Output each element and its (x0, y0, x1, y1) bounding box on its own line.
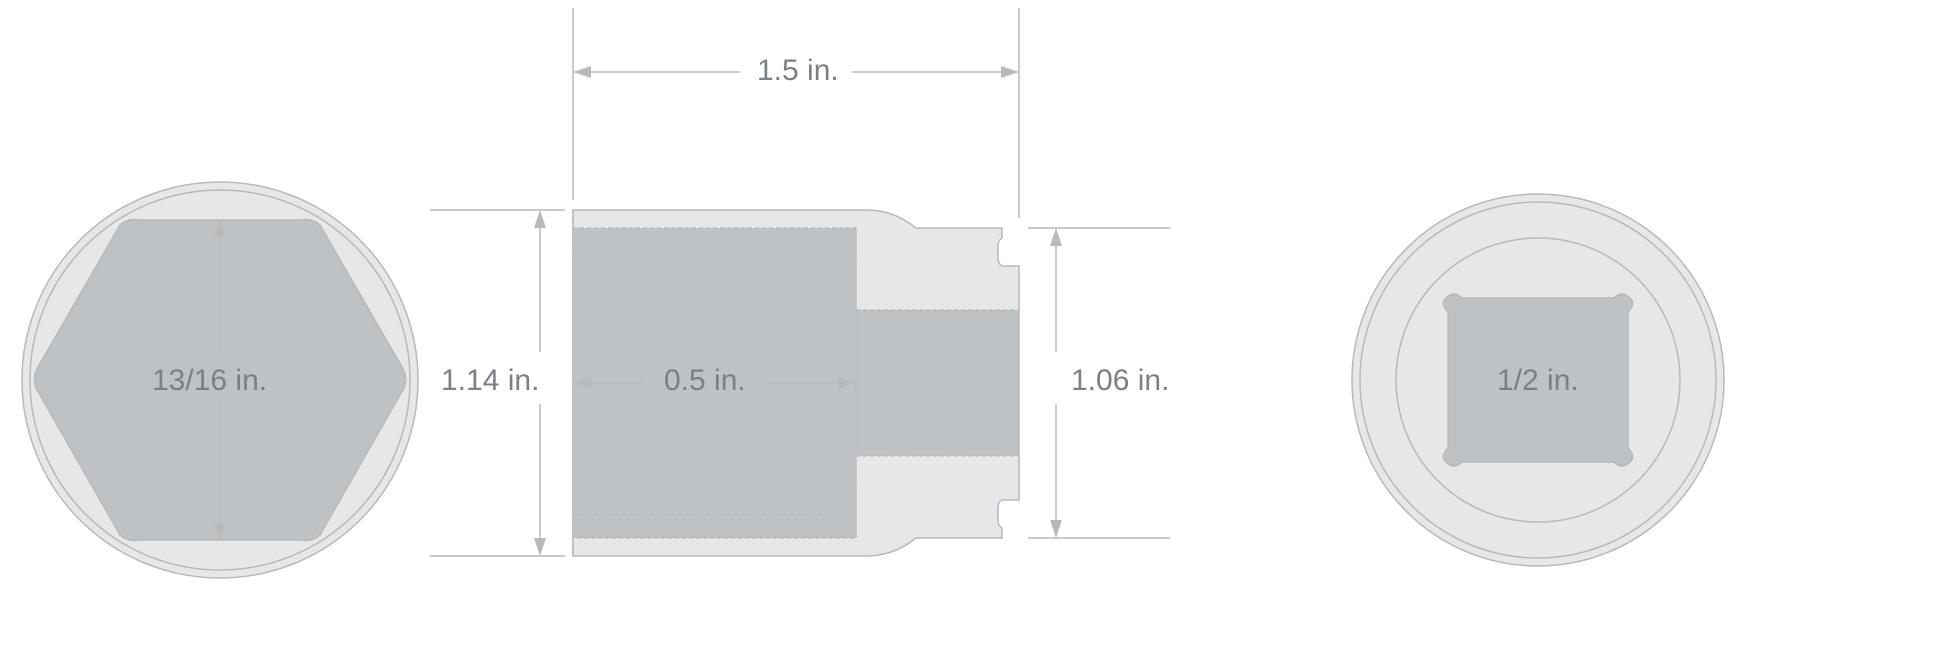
depth-label: 0.5 in. (664, 364, 746, 398)
left-height-label: 1.14 in. (441, 364, 539, 398)
hex-size-label: 13/16 in. (152, 364, 267, 398)
side-profile-view (430, 8, 1170, 556)
top-width-label: 1.5 in. (757, 54, 839, 88)
right-height-label: 1.06 in. (1071, 364, 1169, 398)
drive-size-label: 1/2 in. (1497, 364, 1579, 398)
diagram-canvas (0, 0, 1952, 664)
